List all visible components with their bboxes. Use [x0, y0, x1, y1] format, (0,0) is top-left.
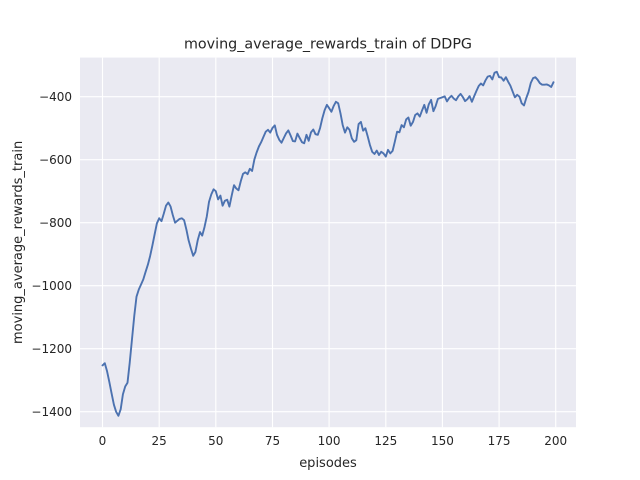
- x-tick-label-175: 175: [488, 434, 511, 448]
- y-tick-label--1200: −1200: [31, 342, 72, 356]
- y-tick-labels: −400 −600 −800 −1000 −1200 −1400: [31, 90, 72, 419]
- x-axis-label: episodes: [299, 456, 357, 471]
- x-tick-label-200: 200: [544, 434, 567, 448]
- x-tick-label-25: 25: [152, 434, 167, 448]
- x-tick-label-100: 100: [318, 434, 341, 448]
- gridlines: [80, 57, 576, 428]
- x-tick-label-0: 0: [99, 434, 107, 448]
- series-line-ddpg: [101, 70, 555, 417]
- y-tick-label--1400: −1400: [31, 405, 72, 419]
- x-tick-labels: 0 25 50 75 100 125 150 175 200: [99, 434, 567, 448]
- y-tick-label--1000: −1000: [31, 279, 72, 293]
- x-tick-label-125: 125: [374, 434, 397, 448]
- plot-area: [80, 57, 576, 428]
- y-tick-label--400: −400: [39, 90, 72, 104]
- y-axis-label: moving_average_rewards_train: [11, 141, 26, 344]
- x-tick-label-50: 50: [208, 434, 223, 448]
- y-tick-label--800: −800: [39, 216, 72, 230]
- chart-title: moving_average_rewards_train of DDPG: [184, 37, 472, 53]
- x-tick-label-75: 75: [265, 434, 280, 448]
- x-tick-label-150: 150: [431, 434, 454, 448]
- y-tick-label--600: −600: [39, 153, 72, 167]
